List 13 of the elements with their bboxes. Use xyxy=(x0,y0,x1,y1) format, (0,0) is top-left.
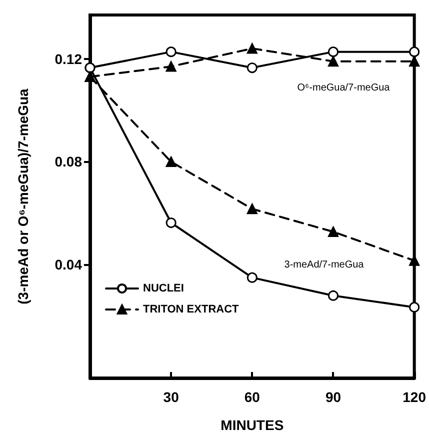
x-tick-label: 90 xyxy=(325,389,342,405)
annotation: 3-meAd/7-meGua xyxy=(284,260,364,271)
y-tick-label: 0.12 xyxy=(54,50,82,67)
annotation: O⁶-meGua/7-meGua xyxy=(297,82,390,94)
legend-label: TRITON EXTRACT xyxy=(143,304,240,316)
x-tick-label: 60 xyxy=(244,389,260,405)
y-axis-title: (3-meAd or O⁶-meGua)/7-meGua xyxy=(15,88,31,304)
x-tick-label: 30 xyxy=(163,389,180,405)
y-tick-label: 0.04 xyxy=(54,256,82,273)
x-tick-label: 120 xyxy=(402,389,426,405)
legend-label: NUCLEI xyxy=(143,282,184,294)
y-tick-label: 0.08 xyxy=(54,154,82,170)
x-axis-title: MINUTES xyxy=(220,417,284,433)
